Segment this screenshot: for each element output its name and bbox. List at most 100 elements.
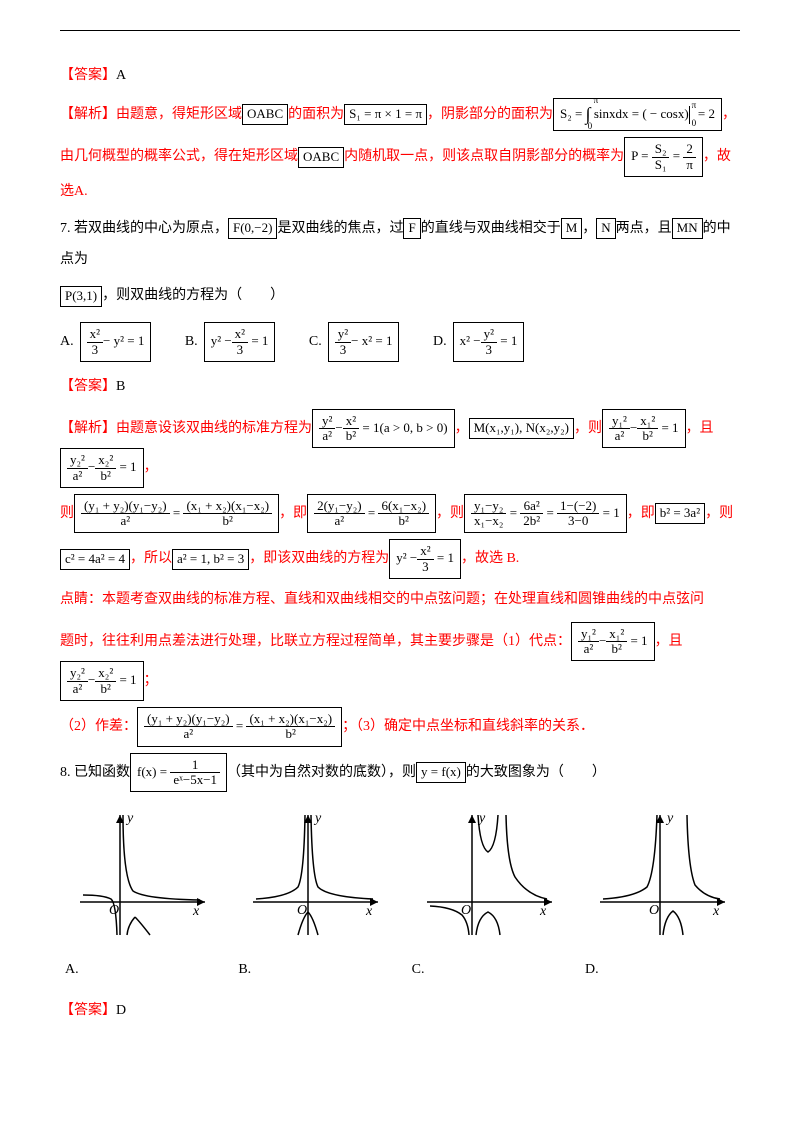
num: y² <box>335 327 351 342</box>
text: 8. 已知函数 <box>60 765 130 780</box>
rest: − x² = 1 <box>351 333 392 348</box>
answer-7: 【答案】B <box>60 372 740 403</box>
eq: = <box>368 505 375 520</box>
text: ， <box>582 221 596 236</box>
num: (x₁ + x₂)(x₁−x₂) <box>246 712 335 727</box>
minus: − <box>599 633 606 648</box>
rest: = 1 <box>119 672 136 687</box>
text: ；（3）确定中点坐标和直线斜率的关系． <box>342 719 594 734</box>
text: ，故选 B. <box>461 551 519 566</box>
text: 则 <box>60 506 74 521</box>
text: ，即该双曲线的方程为 <box>249 551 389 566</box>
den: a² <box>578 642 599 656</box>
den: b² <box>183 514 272 528</box>
option-b[interactable]: B.y² −x²3 = 1 <box>185 322 276 362</box>
den: b² <box>606 642 627 656</box>
option-a[interactable]: A.x²3− y² = 1 <box>60 322 151 362</box>
eq: = <box>236 718 243 733</box>
text: （2）作差： <box>60 719 137 734</box>
den: 3 <box>335 343 351 357</box>
box-note2: y₂²a²−x₂²b² = 1 <box>60 661 144 701</box>
graph-b-svg: O x y <box>238 807 388 937</box>
text: ，则双曲线的方程为（ ） <box>102 288 284 303</box>
den: b² <box>95 469 116 483</box>
den: S₁ <box>652 158 670 172</box>
num: 2 <box>683 142 696 157</box>
num: y₁−y₂ <box>471 499 506 514</box>
graph-b[interactable]: O x y <box>233 807 393 950</box>
graph-d[interactable]: O x y <box>580 807 740 950</box>
rest: = 1 <box>500 333 517 348</box>
answer-value: B <box>116 379 125 394</box>
den: 3 <box>481 343 497 357</box>
den: a² <box>67 682 88 696</box>
explain-6-line1: 【解析】由题意，得矩形区域OABC的面积为S₁ = π × 1 = π，阴影部分… <box>60 98 740 132</box>
note-7-line1: 点睛：本题考查双曲线的标准方程、直线和双曲线相交的中点弦问题；在处理直线和圆锥曲… <box>60 585 740 616</box>
option-formula: x²3− y² = 1 <box>80 322 152 362</box>
int-upper: π <box>594 95 599 107</box>
box-F: F <box>403 218 420 239</box>
explain-7-line3: c² = 4a² = 4，所以a² = 1, b² = 3，即该双曲线的方程为y… <box>60 539 740 579</box>
text: 的大致图象为（ ） <box>466 765 606 780</box>
rest: = 1 <box>251 333 268 348</box>
den: π <box>683 158 696 172</box>
svg-text:y: y <box>665 811 674 826</box>
lhs: x² − <box>460 333 481 348</box>
text: 由题意设该双曲线的标准方程为 <box>116 421 312 436</box>
question-7-line1: 7. 若双曲线的中心为原点，F(0,−2)是双曲线的焦点，过F的直线与双曲线相交… <box>60 214 740 276</box>
text: ，则 <box>436 506 464 521</box>
option-d[interactable]: D.x² −y²3 = 1 <box>433 322 524 362</box>
num: y² <box>319 414 335 429</box>
box-integral: S₂ = π∫0 sinxdx = ( − cosx)π0 = 2 <box>553 98 722 132</box>
text: 由几何概型的概率公式，得在矩形区域 <box>60 149 298 164</box>
answer-label: 【答案】 <box>60 379 116 394</box>
box-c2: c² = 4a² = 4 <box>60 549 130 570</box>
minus: − <box>630 419 637 434</box>
num: 6(x₁−x₂) <box>378 499 429 514</box>
text: ，即 <box>279 506 307 521</box>
rest: = 1 <box>437 550 454 565</box>
eq: = <box>173 505 180 520</box>
lhs: P = <box>631 148 648 163</box>
option-c[interactable]: C.y²3− x² = 1 <box>309 322 400 362</box>
num: x₂² <box>95 453 116 468</box>
eq: = <box>546 505 553 520</box>
num: (y₁ + y₂)(y₁−y₂) <box>144 712 233 727</box>
box-prob: P = S₂S₁ = 2π <box>624 137 703 177</box>
den: a² <box>67 469 88 483</box>
option-formula: y² −x²3 = 1 <box>204 322 276 362</box>
question-7-line2: P(3,1)，则双曲线的方程为（ ） <box>60 281 740 312</box>
minus: − <box>88 672 95 687</box>
num: x² <box>417 544 433 559</box>
option-label-c: C. <box>407 955 567 986</box>
graph-a[interactable]: O x y <box>60 807 220 950</box>
box-N: N <box>596 218 615 239</box>
lim-upper: π <box>692 100 697 112</box>
lim-lower: 0 <box>692 118 697 130</box>
explain-7-line1: 【解析】由题意设该双曲线的标准方程为y²a²−x²b² = 1(a > 0, b… <box>60 409 740 488</box>
den: 3−0 <box>557 514 599 528</box>
svg-text:O: O <box>649 903 659 918</box>
num: x² <box>343 414 359 429</box>
option-label-d: D. <box>580 955 740 986</box>
box-focus: F(0,−2) <box>228 218 277 239</box>
integrand: sinxdx = ( − cosx) <box>594 106 689 121</box>
answer-value: A <box>116 68 126 83</box>
box-result: y² −x²3 = 1 <box>389 539 461 579</box>
svg-text:y: y <box>125 811 134 826</box>
box-M: M <box>561 218 583 239</box>
answer-label: 【答案】 <box>60 1003 116 1018</box>
page-rule <box>60 30 740 31</box>
num: S₂ <box>652 142 670 157</box>
box-eq1: y₁²a²−x₁²b² = 1 <box>602 409 686 449</box>
text: ，则 <box>705 506 733 521</box>
num: (x₁ + x₂)(x₁−x₂) <box>183 499 272 514</box>
graph-a-svg: O x y <box>65 807 215 937</box>
text: ，且 <box>686 421 714 436</box>
text: 两点，且 <box>616 221 672 236</box>
result: = 2 <box>698 106 715 121</box>
den: b² <box>246 727 335 741</box>
graph-c[interactable]: O x y <box>407 807 567 950</box>
text: 7. 若双曲线的中心为原点， <box>60 221 228 236</box>
num: x₁² <box>606 627 627 642</box>
